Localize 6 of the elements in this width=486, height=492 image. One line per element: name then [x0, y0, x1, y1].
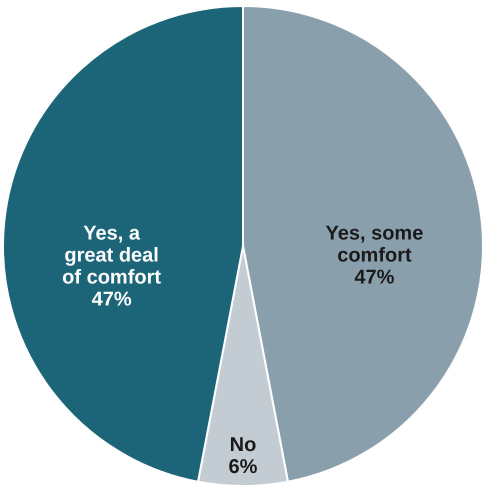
slice-label: No — [230, 434, 256, 456]
slice-label: Yes, some comfort — [325, 222, 424, 267]
data-label: 47% — [354, 266, 395, 289]
data-label: 6% — [228, 456, 258, 478]
data-label: 47% — [92, 288, 132, 311]
slice-label: Yes, a great deal of comfort — [62, 222, 162, 289]
